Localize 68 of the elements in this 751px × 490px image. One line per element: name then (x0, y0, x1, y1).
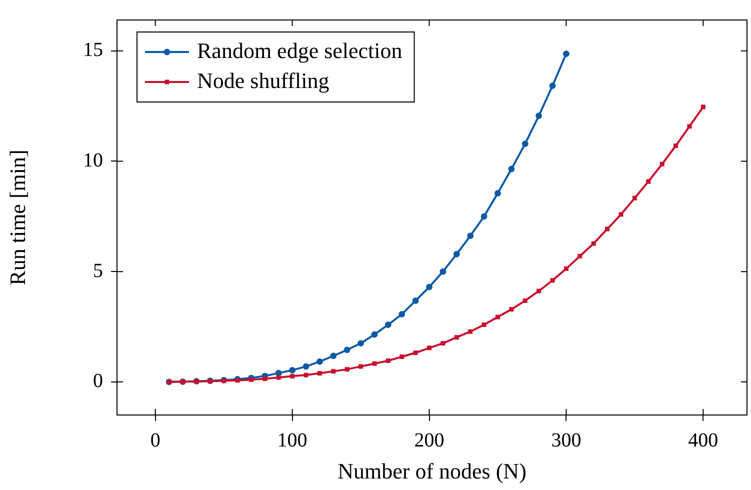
y-tick-label: 5 (93, 260, 103, 282)
point (358, 340, 364, 346)
point (344, 346, 350, 354)
point (398, 310, 406, 318)
point (563, 50, 570, 57)
legend-label: Random edge selection (197, 38, 402, 63)
point (371, 331, 378, 338)
point (304, 372, 308, 378)
y-tick-label: 10 (83, 149, 103, 172)
point (494, 190, 501, 196)
point (674, 144, 678, 148)
point (289, 367, 296, 374)
point (632, 196, 637, 200)
point (509, 307, 514, 312)
y-tick-label: 15 (83, 39, 103, 62)
point (564, 266, 568, 271)
x-axis-title: Number of nodes (N) (338, 458, 526, 484)
point (372, 361, 377, 366)
point (358, 364, 364, 369)
point (454, 335, 459, 340)
point (330, 352, 337, 360)
point (482, 322, 486, 328)
point (453, 250, 460, 258)
x-tick-label: 200 (414, 429, 444, 452)
point (536, 112, 542, 119)
point (290, 374, 295, 378)
point (618, 212, 624, 217)
point (440, 341, 446, 346)
point (522, 298, 528, 303)
point (331, 369, 336, 374)
x-tick-label: 0 (150, 429, 160, 452)
point (276, 375, 281, 380)
point (536, 288, 542, 294)
point (302, 363, 310, 370)
point (508, 166, 515, 172)
point (384, 322, 392, 328)
point (550, 278, 555, 283)
y-tick-label: 0 (93, 370, 103, 392)
point (687, 124, 692, 129)
point (248, 377, 254, 382)
point (646, 179, 651, 184)
point (495, 314, 500, 320)
point (412, 297, 419, 304)
x-tick-label: 100 (277, 429, 308, 452)
point (480, 213, 488, 220)
point (700, 104, 706, 110)
y-axis-title: Run time [min] (4, 150, 30, 286)
point (440, 268, 446, 275)
point (413, 350, 418, 356)
point (262, 376, 268, 382)
point (317, 371, 322, 376)
point (578, 254, 582, 258)
point (427, 346, 432, 350)
point (660, 162, 664, 166)
x-tick-label: 400 (688, 429, 718, 452)
point (316, 358, 323, 365)
point (426, 284, 432, 290)
point (386, 358, 390, 363)
point (605, 226, 610, 232)
point (467, 232, 474, 240)
point (522, 140, 528, 147)
point (549, 82, 556, 89)
point (400, 354, 404, 360)
point (468, 329, 473, 334)
legend-label: Node shuffling (197, 68, 330, 93)
x-tick-label: 300 (551, 429, 582, 452)
point (344, 367, 350, 372)
point (591, 241, 596, 246)
